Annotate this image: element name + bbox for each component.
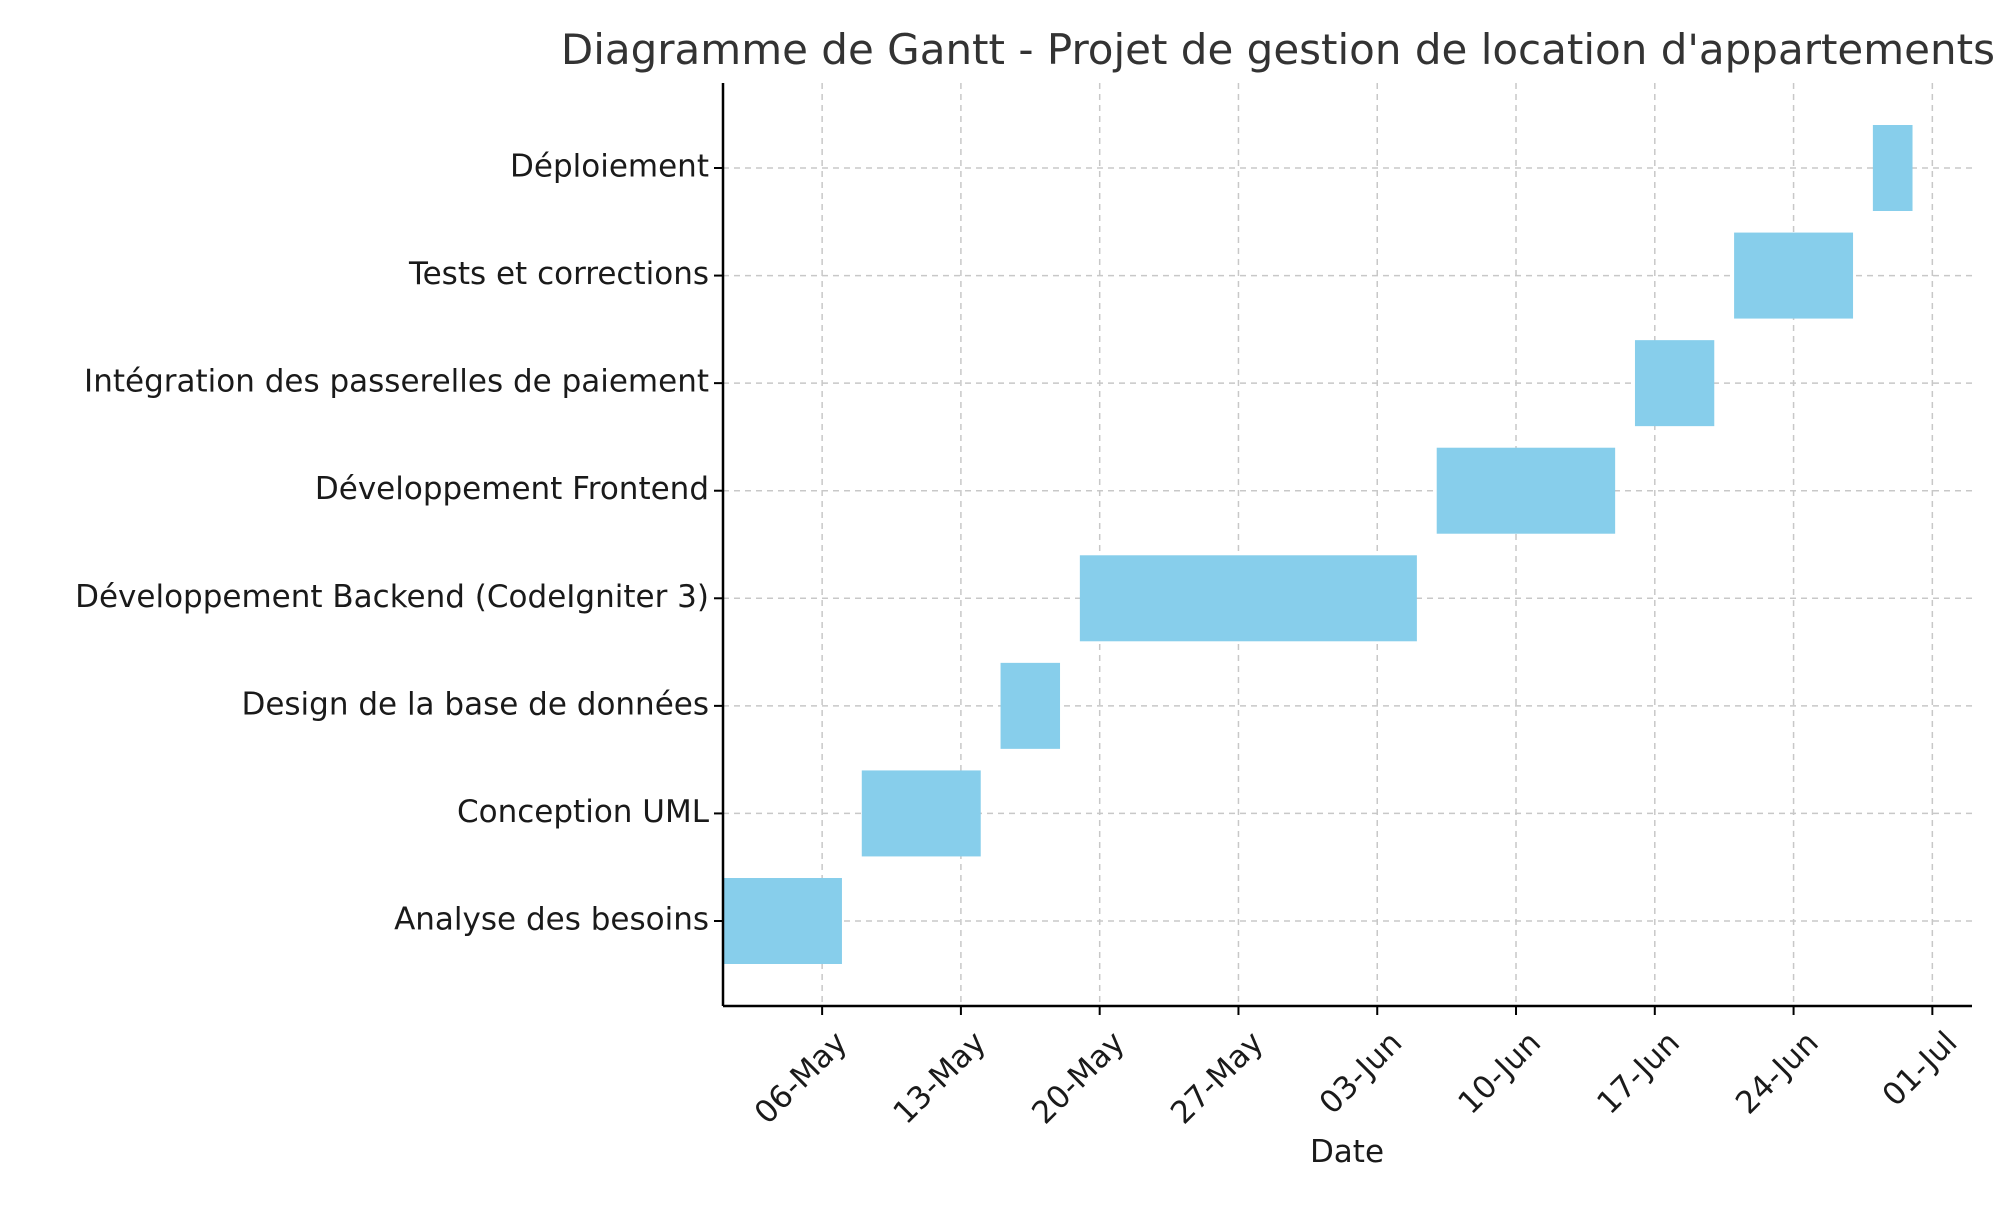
task-bar bbox=[1734, 232, 1854, 319]
task-bar bbox=[1634, 340, 1715, 427]
y-tick-label: Conception UML bbox=[457, 794, 710, 830]
bars-layer bbox=[723, 125, 1913, 964]
x-tick-label: 17-Jun bbox=[1590, 1025, 1687, 1122]
task-bar bbox=[1079, 555, 1417, 642]
x-tick-label: 20-May bbox=[1025, 1025, 1132, 1132]
x-tick-label: 13-May bbox=[886, 1025, 993, 1132]
task-bar bbox=[723, 878, 842, 964]
y-tick-label: Développement Frontend bbox=[315, 471, 709, 507]
y-tick-label: Analyse des besoins bbox=[394, 902, 709, 938]
y-tick-label: Design de la base de données bbox=[241, 686, 709, 722]
grid-layer bbox=[723, 83, 1972, 1006]
x-tick-label: 01-Jul bbox=[1876, 1025, 1965, 1114]
x-tick-label: 10-Jun bbox=[1451, 1025, 1548, 1122]
ticks-layer: 06-May 13-May 20-May 27-May 03-Jun 10-Jun 17-J… bbox=[75, 149, 1964, 1132]
task-bar bbox=[861, 770, 981, 857]
task-bar bbox=[1436, 447, 1616, 534]
task-bar bbox=[1872, 125, 1913, 211]
y-tick-label: Intégration des passerelles de paiement bbox=[84, 364, 709, 400]
x-tick-label: 03-Jun bbox=[1313, 1025, 1410, 1122]
x-axis-label: Date bbox=[1310, 1134, 1384, 1170]
axes-layer bbox=[721, 83, 1972, 1008]
task-bar bbox=[1000, 662, 1061, 749]
y-tick-label: Déploiement bbox=[510, 149, 709, 185]
x-tick-label: 06-May bbox=[748, 1025, 855, 1132]
x-tick-label: 24-Jun bbox=[1729, 1025, 1826, 1122]
x-tick-label: 27-May bbox=[1164, 1025, 1271, 1132]
y-tick-label: Développement Backend (CodeIgniter 3) bbox=[75, 579, 709, 615]
y-tick-label: Tests et corrections bbox=[408, 256, 709, 292]
chart-title: Diagramme de Gantt - Projet de gestion d… bbox=[561, 25, 1995, 74]
